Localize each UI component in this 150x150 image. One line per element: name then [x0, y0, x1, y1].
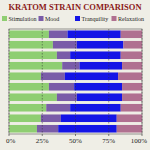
- tick-label: 0%: [6, 137, 16, 145]
- tick-mark: [9, 134, 10, 136]
- legend-label: Mood: [45, 16, 59, 22]
- bar-segment: [49, 83, 74, 91]
- bar-segment: [9, 30, 49, 38]
- bar-segment: [9, 125, 37, 133]
- bar-segment: [9, 114, 41, 122]
- bar-segment: [77, 41, 124, 49]
- bar-segment: [117, 125, 142, 133]
- tick-mark: [108, 134, 109, 136]
- tick-label: 25%: [36, 137, 49, 145]
- grid-line: [42, 29, 43, 134]
- legend-label: Tranquility: [82, 16, 109, 22]
- tick-label: 100%: [131, 137, 148, 145]
- bar-segment: [46, 104, 70, 112]
- legend-swatch: [2, 16, 7, 21]
- legend-swatch: [112, 16, 117, 21]
- plot-frame: [9, 29, 142, 134]
- bar-segment: [61, 114, 117, 122]
- bar-segment: [70, 51, 121, 59]
- grid-line: [9, 29, 10, 134]
- bar-segment: [9, 62, 62, 70]
- background: [0, 0, 150, 150]
- bar-segment: [79, 62, 122, 70]
- tick-label: 50%: [69, 137, 82, 145]
- bar-segment: [117, 114, 142, 122]
- bar-segment: [77, 93, 122, 101]
- bar-segment: [53, 41, 77, 49]
- bar-segment: [65, 72, 118, 80]
- bar-segment: [9, 83, 49, 91]
- bar-segment: [122, 83, 142, 91]
- bar-segment: [41, 114, 61, 122]
- bar-segment: [70, 104, 121, 112]
- bar-segment: [58, 125, 117, 133]
- bar-segment: [57, 51, 70, 59]
- grid-line: [108, 29, 109, 134]
- bar-segment: [9, 104, 46, 112]
- bar-segment: [41, 72, 65, 80]
- bar-segment: [122, 93, 142, 101]
- bar-segment: [68, 30, 121, 38]
- legend-label: Relaxation: [118, 16, 144, 22]
- bar-segment: [9, 72, 41, 80]
- legend-swatch: [75, 16, 80, 21]
- bar-segment: [121, 30, 142, 38]
- legend-swatch: [39, 16, 44, 21]
- tick-mark: [75, 134, 76, 136]
- bar-segment: [37, 125, 58, 133]
- bar-segment: [9, 51, 57, 59]
- legend-label: Stimulation: [9, 16, 37, 22]
- grid-line: [142, 29, 143, 134]
- bar-segment: [122, 62, 142, 70]
- bar-segment: [57, 93, 77, 101]
- bar-segment: [9, 41, 53, 49]
- bar-segment: [123, 41, 142, 49]
- title: KRATOM STRAIN COMPARISON: [8, 2, 142, 12]
- tick-label: 75%: [102, 137, 115, 145]
- bar-segment: [118, 72, 142, 80]
- bar-segment: [121, 51, 142, 59]
- tick-mark: [42, 134, 43, 136]
- bar-segment: [62, 62, 79, 70]
- grid-line: [75, 29, 76, 134]
- bar-segment: [9, 93, 57, 101]
- bar-segment: [121, 104, 142, 112]
- bar-segment: [49, 30, 68, 38]
- bar-segment: [74, 83, 122, 91]
- tick-mark: [142, 134, 143, 136]
